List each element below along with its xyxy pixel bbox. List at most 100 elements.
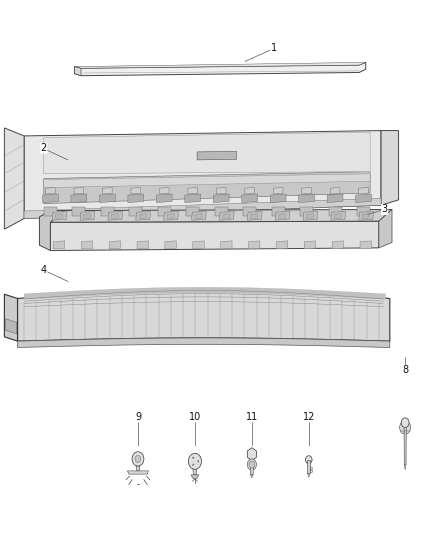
- Polygon shape: [156, 194, 172, 203]
- Bar: [328, 207, 342, 216]
- Circle shape: [192, 457, 194, 459]
- Polygon shape: [216, 188, 226, 194]
- Text: 2: 2: [41, 143, 47, 153]
- Polygon shape: [330, 188, 340, 194]
- Polygon shape: [362, 214, 369, 219]
- Polygon shape: [404, 464, 406, 470]
- Circle shape: [401, 418, 409, 427]
- Circle shape: [305, 456, 312, 464]
- Polygon shape: [50, 221, 379, 251]
- Polygon shape: [381, 131, 399, 205]
- Circle shape: [135, 455, 141, 463]
- Polygon shape: [44, 172, 370, 204]
- Polygon shape: [191, 475, 199, 479]
- Polygon shape: [331, 212, 346, 220]
- Polygon shape: [213, 194, 229, 203]
- Polygon shape: [24, 131, 381, 219]
- Polygon shape: [74, 62, 366, 76]
- Polygon shape: [245, 188, 254, 194]
- Polygon shape: [334, 214, 341, 219]
- Circle shape: [188, 453, 201, 470]
- Polygon shape: [332, 241, 343, 249]
- Polygon shape: [139, 214, 146, 219]
- Polygon shape: [270, 194, 286, 203]
- Polygon shape: [273, 188, 283, 194]
- Bar: [101, 207, 114, 216]
- Polygon shape: [52, 212, 67, 220]
- Polygon shape: [84, 214, 91, 219]
- Circle shape: [192, 464, 194, 466]
- Polygon shape: [242, 194, 258, 203]
- Text: 9: 9: [135, 412, 141, 422]
- Polygon shape: [223, 214, 230, 219]
- Text: 4: 4: [41, 265, 47, 274]
- Polygon shape: [71, 194, 87, 203]
- Polygon shape: [18, 338, 390, 348]
- Polygon shape: [356, 194, 371, 203]
- Polygon shape: [53, 241, 65, 249]
- Text: 11: 11: [246, 412, 258, 422]
- Polygon shape: [251, 475, 253, 478]
- Polygon shape: [80, 212, 95, 220]
- Polygon shape: [219, 212, 234, 220]
- Polygon shape: [302, 188, 311, 194]
- Polygon shape: [327, 194, 343, 203]
- Polygon shape: [185, 194, 201, 203]
- Bar: [158, 207, 171, 216]
- Text: 10: 10: [189, 412, 201, 422]
- Polygon shape: [102, 188, 112, 194]
- Polygon shape: [195, 214, 202, 219]
- Bar: [243, 207, 256, 216]
- Text: 8: 8: [402, 366, 408, 375]
- Polygon shape: [360, 241, 371, 249]
- Circle shape: [132, 452, 144, 466]
- Polygon shape: [188, 188, 198, 194]
- Polygon shape: [197, 151, 237, 160]
- Polygon shape: [109, 241, 120, 249]
- Polygon shape: [164, 212, 179, 220]
- Polygon shape: [307, 459, 310, 473]
- Polygon shape: [74, 67, 81, 76]
- Polygon shape: [44, 174, 370, 188]
- Polygon shape: [128, 194, 144, 203]
- Polygon shape: [276, 241, 288, 249]
- Circle shape: [247, 459, 257, 470]
- Polygon shape: [81, 241, 93, 249]
- Polygon shape: [131, 188, 141, 194]
- Polygon shape: [56, 214, 63, 219]
- Polygon shape: [50, 209, 392, 222]
- Polygon shape: [250, 464, 254, 475]
- Polygon shape: [136, 212, 151, 220]
- Text: 1: 1: [271, 43, 277, 53]
- Polygon shape: [303, 212, 318, 220]
- Text: 12: 12: [303, 412, 315, 422]
- Polygon shape: [111, 214, 118, 219]
- Circle shape: [249, 461, 255, 468]
- Bar: [186, 207, 199, 216]
- Polygon shape: [159, 188, 169, 194]
- Polygon shape: [379, 209, 392, 248]
- Polygon shape: [247, 448, 256, 461]
- Polygon shape: [307, 214, 314, 219]
- Circle shape: [399, 421, 411, 434]
- Polygon shape: [74, 188, 84, 194]
- Bar: [44, 207, 57, 216]
- Polygon shape: [304, 241, 316, 249]
- Polygon shape: [251, 214, 258, 219]
- Polygon shape: [44, 132, 370, 174]
- Polygon shape: [299, 194, 314, 203]
- Polygon shape: [136, 466, 140, 471]
- Polygon shape: [193, 241, 204, 249]
- Bar: [272, 207, 285, 216]
- Polygon shape: [248, 241, 260, 249]
- Text: 3: 3: [381, 205, 388, 214]
- Circle shape: [198, 461, 199, 462]
- Polygon shape: [108, 212, 123, 220]
- Polygon shape: [279, 214, 286, 219]
- Polygon shape: [4, 128, 24, 229]
- Polygon shape: [127, 471, 148, 474]
- Polygon shape: [137, 241, 148, 249]
- Polygon shape: [4, 294, 18, 341]
- Polygon shape: [39, 211, 64, 251]
- Polygon shape: [99, 194, 115, 203]
